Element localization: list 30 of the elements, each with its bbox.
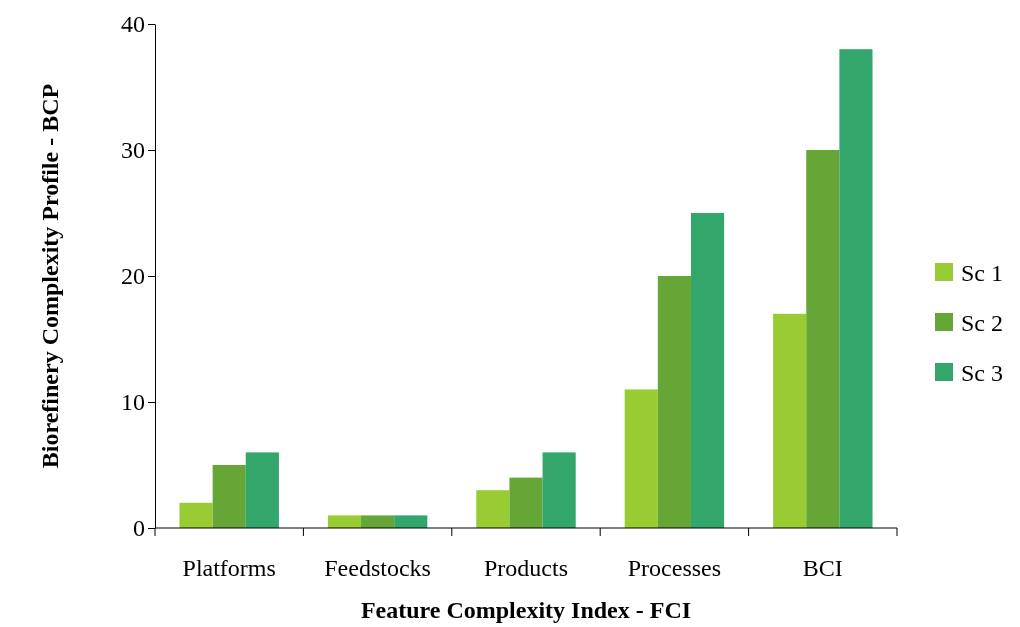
x-axis-title: Feature Complexity Index - FCI bbox=[360, 597, 692, 623]
bar bbox=[657, 276, 691, 528]
legend-label: Sc 2 bbox=[961, 310, 1003, 336]
bar bbox=[245, 452, 279, 528]
bar bbox=[773, 313, 807, 528]
y-axis-title: Biorefinery Complexity Profile - BCP bbox=[37, 83, 63, 469]
bar bbox=[839, 49, 873, 528]
x-tick-label: Platforms bbox=[182, 555, 276, 581]
bar bbox=[476, 490, 510, 528]
bar bbox=[179, 502, 213, 528]
bar bbox=[212, 465, 246, 528]
y-tick-label: 40 bbox=[121, 11, 145, 38]
bar bbox=[327, 515, 362, 528]
x-tick-label: BCI bbox=[802, 555, 843, 581]
bar bbox=[542, 452, 576, 528]
bar bbox=[806, 150, 840, 528]
y-tick-label: 0 bbox=[133, 515, 145, 542]
x-tick-label: Processes bbox=[627, 555, 722, 581]
x-tick-label: Products bbox=[484, 555, 568, 581]
bar bbox=[690, 213, 725, 528]
legend-label: Sc 3 bbox=[961, 360, 1003, 386]
bar bbox=[361, 515, 395, 528]
bar bbox=[624, 389, 658, 528]
bar bbox=[509, 477, 543, 528]
y-tick-label: 10 bbox=[121, 389, 145, 416]
y-tick-label: 20 bbox=[121, 263, 145, 290]
legend-label: Sc 1 bbox=[961, 260, 1003, 286]
bar bbox=[394, 515, 428, 528]
x-tick-label: Feedstocks bbox=[324, 555, 431, 581]
y-tick-label: 30 bbox=[121, 137, 145, 164]
